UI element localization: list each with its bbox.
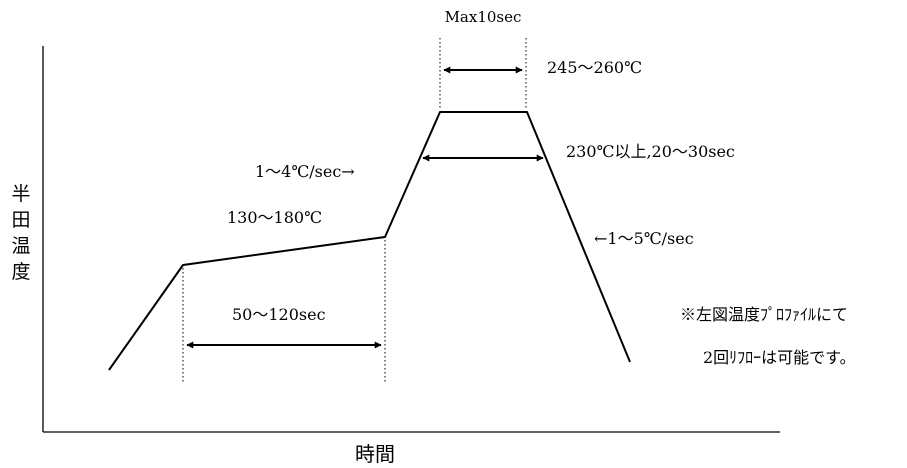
x-axis-label: 時間 xyxy=(355,442,395,466)
note-line-1: ※左図温度ﾌﾟﾛﾌｧｲﾙにて xyxy=(680,305,848,324)
peak-temp-label: 245〜260℃ xyxy=(547,58,642,77)
max-time-label: Max10sec xyxy=(445,8,522,26)
y-axis-label-char-1: 半 xyxy=(11,183,30,205)
preheat-time-label: 50〜120sec xyxy=(232,305,326,324)
ramp-up-label: 1〜4℃/sec→ xyxy=(255,162,355,181)
ramp-down-label: ←1〜5℃/sec xyxy=(594,229,694,248)
note-line-2: 2回ﾘﾌﾛｰは可能です。 xyxy=(703,348,856,367)
y-axis-label-char-4: 度 xyxy=(11,261,30,283)
preheat-temp-label: 130〜180℃ xyxy=(227,208,322,227)
temperature-profile-curve xyxy=(108,111,631,371)
y-axis-label-char-2: 田 xyxy=(11,209,30,231)
y-axis-label-char-3: 温 xyxy=(11,235,30,257)
above-230-label: 230℃以上,20〜30sec xyxy=(566,142,735,161)
